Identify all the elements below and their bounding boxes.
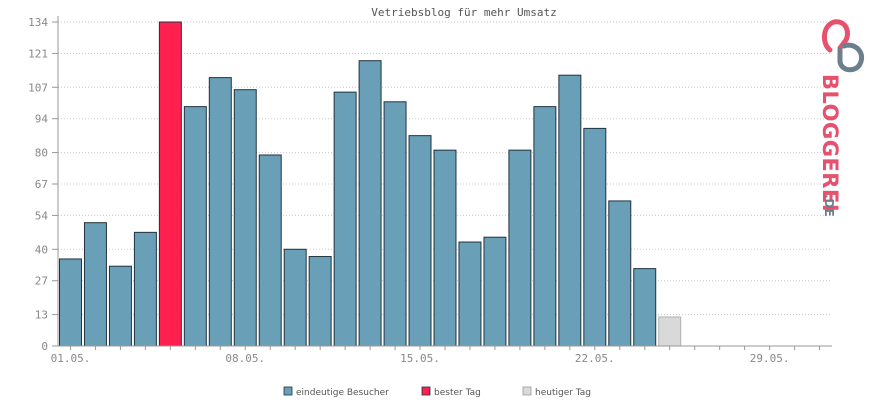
bar-visitors bbox=[433, 149, 457, 347]
y-tick-label: 107 bbox=[28, 81, 48, 94]
bar-visitors bbox=[233, 89, 257, 347]
legend-label-visitors: eindeutige Besucher bbox=[296, 388, 389, 398]
bars bbox=[59, 21, 682, 347]
y-tick-label: 40 bbox=[35, 243, 48, 256]
y-tick-label: 121 bbox=[28, 47, 48, 60]
y-tick-label: 13 bbox=[35, 309, 48, 322]
y-tick-label: 54 bbox=[35, 209, 49, 222]
brand-tld: .DE bbox=[822, 194, 836, 217]
bar-visitors bbox=[608, 200, 632, 347]
bar-visitors bbox=[383, 101, 407, 347]
legend-swatch-visitors bbox=[283, 386, 293, 396]
y-tick-label: 0 bbox=[41, 340, 48, 353]
legend: eindeutige Besucher bester Tag heutiger Ta… bbox=[283, 386, 591, 398]
bar-visitors bbox=[108, 265, 132, 347]
legend-swatch-today bbox=[522, 386, 532, 396]
y-tick-label: 27 bbox=[35, 275, 48, 288]
chart-title: Vetriebsblog für mehr Umsatz bbox=[371, 6, 556, 19]
y-tick-label: 134 bbox=[28, 16, 48, 29]
bloggerei-logo: BLOGGEREI .DE bbox=[818, 19, 864, 217]
bar-today bbox=[658, 316, 682, 347]
y-axis-ticks: 0 13 27 40 54 67 80 94 107 121 134 bbox=[28, 16, 58, 353]
bar-visitors bbox=[308, 256, 332, 347]
bar-visitors bbox=[208, 77, 232, 347]
bar-visitors bbox=[358, 60, 382, 347]
bar-visitors bbox=[258, 154, 282, 347]
bar-visitors bbox=[633, 268, 657, 347]
bar-visitors bbox=[133, 231, 157, 347]
bar-visitors bbox=[558, 74, 582, 347]
bar-visitors bbox=[483, 236, 507, 347]
legend-label-best-day: bester Tag bbox=[434, 388, 481, 398]
bar-best-day bbox=[158, 21, 182, 347]
bar-visitors bbox=[333, 91, 357, 347]
x-axis-ticks: 01.05. 08.05. 15.05. 22.05. 29.05. bbox=[51, 346, 821, 365]
legend-label-today: heutiger Tag bbox=[535, 388, 591, 398]
bar-visitors bbox=[458, 241, 482, 347]
legend-swatch-best-day bbox=[421, 386, 431, 396]
x-tick-label: 15.05. bbox=[400, 352, 440, 365]
x-tick-label: 29.05. bbox=[750, 352, 790, 365]
bar-visitors bbox=[408, 135, 432, 347]
y-tick-label: 94 bbox=[35, 113, 49, 126]
y-tick-label: 67 bbox=[35, 178, 48, 191]
brand-name: BLOGGEREI bbox=[818, 74, 842, 212]
bar-visitors bbox=[533, 106, 557, 347]
x-tick-label: 22.05. bbox=[575, 352, 615, 365]
bar-visitors bbox=[583, 127, 607, 347]
bar-visitors bbox=[183, 106, 207, 347]
y-tick-label: 80 bbox=[35, 147, 48, 160]
bar-visitors bbox=[508, 149, 532, 347]
bar-visitors bbox=[83, 222, 107, 347]
bloggerei-logo-icon bbox=[822, 19, 864, 73]
bar-visitors bbox=[283, 248, 307, 347]
x-tick-label: 01.05. bbox=[51, 352, 91, 365]
x-tick-label: 08.05. bbox=[225, 352, 265, 365]
bar-visitors bbox=[59, 258, 82, 347]
